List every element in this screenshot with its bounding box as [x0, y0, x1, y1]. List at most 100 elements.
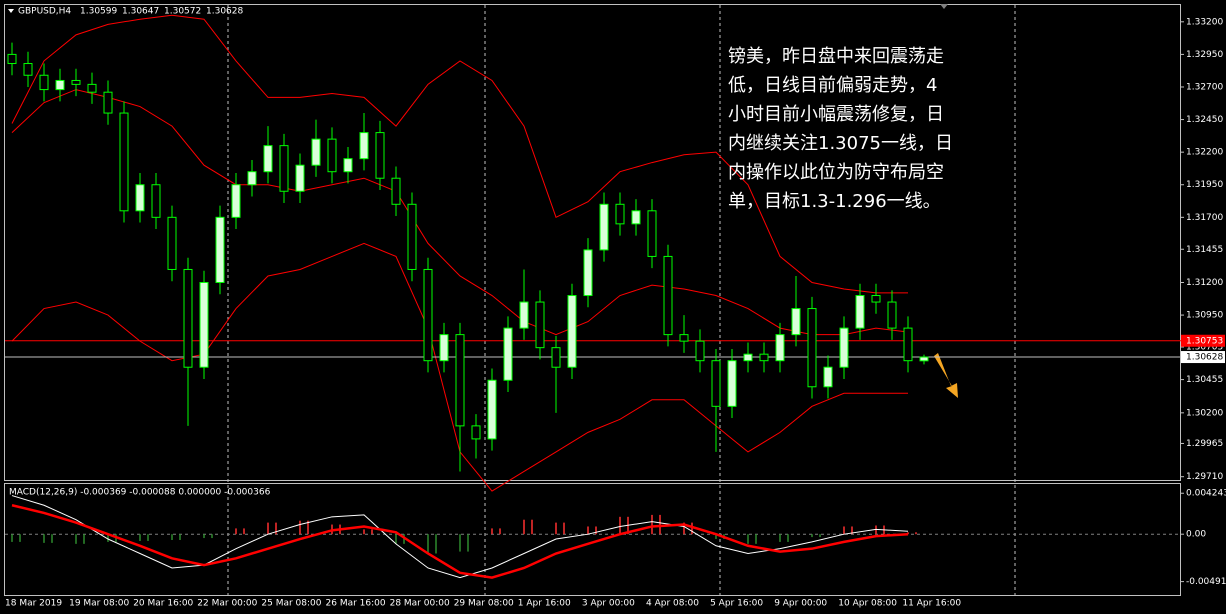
candle-body: [135, 184, 145, 212]
candle-body: [823, 366, 833, 388]
macd-macd-line: [11, 495, 909, 579]
y-tick-label: 1.31200: [1186, 278, 1223, 288]
candle-body: [39, 74, 49, 91]
x-tick-label: 11 Apr 16:00: [902, 599, 961, 609]
y-tick-label: 1.31950: [1186, 180, 1223, 190]
header-value: 1.30599: [80, 7, 117, 17]
candle-body: [903, 327, 913, 362]
candle-body: [423, 268, 433, 362]
macd-frame: [4, 483, 1181, 596]
x-tick-label: 1 Apr 16:00: [518, 599, 571, 609]
candle-body: [487, 379, 497, 440]
candle-body: [455, 334, 465, 427]
annotation-line: 内继续关注1.3075一线，日: [728, 133, 953, 154]
x-tick-label: 26 Mar 16:00: [326, 599, 386, 609]
candle-body: [151, 184, 161, 218]
header-value: 1.30647: [122, 7, 159, 17]
candle-body: [391, 177, 401, 205]
candle-body: [695, 340, 705, 362]
candle-body: [887, 301, 897, 329]
x-tick-label: 29 Mar 08:00: [454, 599, 514, 609]
candle-body: [471, 425, 481, 440]
macd-y-tick-label: -0.004912: [1186, 577, 1226, 587]
menu-icon[interactable]: [8, 9, 14, 13]
candle-body: [759, 353, 769, 362]
y-tick-label: 1.33200: [1186, 17, 1223, 27]
x-tick-label: 9 Apr 00:00: [774, 599, 827, 609]
y-tick-label: 1.32200: [1186, 148, 1223, 158]
candle-body: [807, 308, 817, 388]
x-tick-label: 25 Mar 08:00: [261, 599, 321, 609]
annotation-line: 低，日线目前偏弱走势，4: [728, 75, 937, 96]
candle-body: [215, 216, 225, 283]
candle-body: [743, 353, 753, 362]
header-value: 1.30628: [206, 7, 243, 17]
candle-body: [263, 145, 273, 173]
candle-body: [583, 249, 593, 297]
candle-body: [503, 327, 513, 381]
symbol-title: GBPUSD,H4: [18, 7, 71, 17]
main-frame: [4, 4, 1181, 481]
y-tick-label: 1.31455: [1186, 245, 1223, 255]
x-tick-label: 10 Apr 08:00: [838, 599, 897, 609]
candle-body: [647, 210, 657, 257]
y-tick-label: 1.32950: [1186, 50, 1223, 60]
arrow: [934, 353, 958, 398]
separators: [227, 5, 1016, 595]
y-tick-label: 1.32700: [1186, 82, 1223, 92]
candle-body: [791, 308, 801, 336]
y-tick-label: 1.31700: [1186, 213, 1223, 223]
candle-body: [599, 203, 609, 251]
price-label-box: [1181, 334, 1225, 347]
candle-body: [567, 295, 577, 368]
candle-body: [439, 334, 449, 362]
candle-body: [615, 203, 625, 225]
price-label-box: [1181, 351, 1225, 364]
candle-body: [199, 281, 209, 368]
macd-title: MACD(12,26,9) -0.000369 -0.000088 0.0000…: [9, 488, 271, 498]
price-label: 1.30628: [1186, 353, 1223, 363]
candle-body: [23, 63, 33, 76]
x-tick-label: 3 Apr 00:00: [582, 599, 635, 609]
macd-y-tick-label: 0.004243: [1186, 489, 1226, 499]
y-tick-label: 1.32450: [1186, 115, 1223, 125]
y-tick-label: 1.30705: [1186, 343, 1223, 353]
x-tick-label: 4 Apr 08:00: [646, 599, 699, 609]
candle-body: [855, 295, 865, 329]
candle-body: [167, 216, 177, 270]
shift-marker: [940, 4, 948, 9]
candle-body: [679, 334, 689, 342]
header-value: 1.30572: [164, 7, 201, 17]
candle-body: [119, 112, 129, 212]
candle-body: [727, 360, 737, 407]
candle-body: [103, 91, 113, 114]
x-tick-label: 28 Mar 00:00: [390, 599, 450, 609]
candle-body: [183, 268, 193, 368]
candle-body: [375, 132, 385, 179]
y-tick-label: 1.29965: [1186, 439, 1223, 449]
bollinger-band: [11, 89, 909, 336]
annotation-line: 小时目前小幅震荡修复，日: [728, 104, 944, 125]
candle-body: [535, 301, 545, 349]
y-tick-label: 1.30455: [1186, 375, 1223, 385]
candle-body: [327, 138, 337, 173]
annotation-line: 单，目标1.3-1.296一线。: [728, 191, 941, 212]
candle-body: [7, 53, 17, 65]
candle-body: [407, 203, 417, 270]
x-tick-label: 5 Apr 16:00: [710, 599, 763, 609]
candle-body: [631, 210, 641, 225]
candle-body: [71, 79, 81, 85]
candle-body: [839, 327, 849, 368]
price-label: 1.30753: [1186, 336, 1223, 346]
macd-y-tick-label: 0.00: [1186, 530, 1206, 540]
candle-body: [231, 184, 241, 218]
y-tick-label: 1.30950: [1186, 311, 1223, 321]
y-tick-label: 1.30200: [1186, 408, 1223, 418]
candle-body: [519, 301, 529, 329]
bollinger-band: [11, 14, 908, 294]
candle-body: [359, 132, 369, 160]
candle-body: [711, 360, 721, 407]
candle-body: [343, 158, 353, 173]
candle-body: [311, 138, 321, 166]
